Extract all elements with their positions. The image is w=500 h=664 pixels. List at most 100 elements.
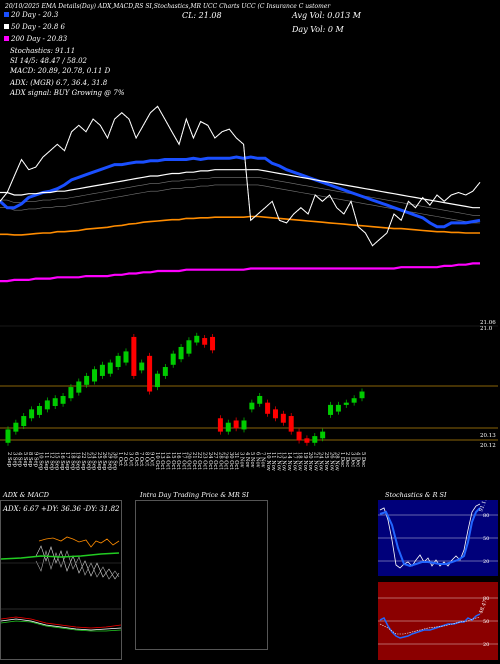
- candle-body: [312, 436, 318, 443]
- date-label: 10 Oct: [154, 452, 160, 470]
- candle-body: [233, 420, 239, 429]
- date-label: 9 Sep: [32, 452, 38, 468]
- date-label: 24 Oct: [207, 452, 213, 470]
- candle-body: [265, 402, 271, 414]
- price-label-top: 21.06: [480, 320, 496, 326]
- date-label: 20 Nov: [307, 452, 313, 471]
- candle-body: [123, 351, 129, 363]
- price-dotted-line: [0, 105, 481, 247]
- candle-body: [154, 373, 160, 388]
- si-tick-80: 80: [483, 596, 489, 602]
- price-label-low2: 20.12: [480, 443, 496, 449]
- date-label: 25 Nov: [323, 452, 329, 471]
- date-label: 26 Sep: [101, 452, 107, 471]
- date-label: 25 Sep: [96, 452, 102, 471]
- date-label: 10 Nov: [265, 452, 271, 471]
- date-label: 10 Sep: [38, 452, 44, 471]
- intraday-title: Intra Day Trading Price & MR SI: [140, 491, 249, 499]
- date-label: 11 Nov: [270, 452, 276, 471]
- date-label: 4 Dec: [355, 452, 361, 467]
- candle-body: [99, 364, 105, 376]
- date-label: 8 Sep: [27, 452, 33, 468]
- ema100-line: [0, 215, 480, 236]
- ema50-label: 50 Day - 20.8 6: [4, 24, 65, 31]
- date-label: 20 Oct: [186, 452, 192, 470]
- adx-label: ADX: (MGR) 6.7, 36.4, 31.8: [10, 79, 108, 87]
- candle-body: [36, 406, 42, 415]
- si-white-line: [379, 616, 481, 635]
- stoch-value: 91.11: [478, 500, 489, 513]
- candle-body: [147, 355, 153, 392]
- macd-label: MACD: 20.89, 20.78, 0.11 D: [10, 67, 111, 75]
- adx-orange-line: [38, 536, 120, 548]
- stoch-blue-line: [379, 507, 481, 568]
- si-tick-50: 50: [483, 619, 489, 625]
- date-label: 2 Oct: [122, 452, 128, 467]
- candle-body: [21, 416, 27, 427]
- date-label: 13 Oct: [159, 452, 165, 470]
- date-label: 13 Nov: [281, 452, 287, 471]
- intraday-panel: [135, 500, 268, 650]
- candle-body: [60, 395, 66, 404]
- date-label: 22 Oct: [196, 452, 202, 470]
- si-value: 48.47: [478, 599, 489, 615]
- date-label: 15 Sep: [54, 452, 60, 471]
- macd-line-2: [0, 618, 122, 631]
- stochastics-svg: 80 50 20 91.11 80 50 20 48.47: [378, 497, 498, 660]
- candle-body: [194, 335, 200, 343]
- price-label-low1: 20.13: [480, 433, 496, 439]
- ema20-label: 20 Day - 20.3: [4, 12, 58, 19]
- candle-body: [351, 398, 357, 403]
- candle-body: [44, 400, 50, 410]
- date-label: 6 Oct: [133, 452, 139, 467]
- candle-body: [335, 404, 341, 412]
- date-label: 24 Nov: [318, 452, 324, 471]
- price-label-top2: 21.0: [480, 326, 493, 332]
- date-label: 14 Oct: [165, 452, 171, 470]
- date-label: 28 Oct: [217, 452, 223, 470]
- candle-body: [296, 431, 302, 441]
- candle-body: [107, 362, 113, 374]
- stoch-tick-50: 50: [483, 536, 489, 542]
- candle-body: [241, 420, 247, 430]
- date-label: 28 Nov: [334, 452, 340, 471]
- date-label: 12 Sep: [48, 452, 54, 471]
- date-label: 4 Nov: [244, 452, 250, 468]
- date-label: 2 Dec: [344, 452, 350, 467]
- date-label: 15 Oct: [170, 452, 176, 470]
- date-label: 8 Oct: [143, 452, 149, 467]
- candle-body: [178, 346, 184, 360]
- series-line-price: [0, 105, 481, 247]
- date-label: 18 Nov: [297, 452, 303, 471]
- date-label: 24 Sep: [91, 452, 97, 471]
- series-line-200-day: [0, 262, 480, 283]
- date-label: 16 Oct: [175, 452, 181, 470]
- si-label: SI 14/5: 48.47 / 58.02: [10, 57, 87, 65]
- candle-body: [328, 404, 334, 415]
- adx-macd-svg: ADX: 6.67 +DY: 36.36 -DY: 31.82: [0, 501, 122, 632]
- date-label: 11 Sep: [43, 452, 49, 471]
- date-label: 21 Oct: [191, 452, 197, 470]
- series-line-50-day: [0, 169, 480, 209]
- date-label: 3 Dec: [349, 452, 355, 467]
- date-label: 31 Oct: [233, 452, 239, 470]
- candle-body: [68, 387, 74, 399]
- date-label: 7 Nov: [260, 452, 266, 468]
- stoch-tick-80: 80: [483, 513, 489, 519]
- date-label: 23 Oct: [202, 452, 208, 470]
- date-label: 17 Oct: [180, 452, 186, 470]
- macd-line-3: [0, 620, 122, 632]
- avg-volume: Avg Vol: 0.013 M: [292, 11, 361, 20]
- candle-body: [131, 336, 137, 376]
- close-price: CL: 21.08: [182, 11, 222, 20]
- candle-body: [76, 381, 82, 393]
- candle-body: [84, 375, 90, 385]
- ema200-label: 200 Day - 20.83: [4, 36, 67, 43]
- date-label: 26 Nov: [328, 452, 334, 471]
- date-label: 5 Sep: [22, 452, 28, 468]
- candle-body: [304, 438, 310, 443]
- candle-body: [249, 402, 255, 410]
- candle-body: [29, 409, 35, 419]
- macd-line-1: [0, 616, 122, 629]
- candle-body: [343, 402, 349, 405]
